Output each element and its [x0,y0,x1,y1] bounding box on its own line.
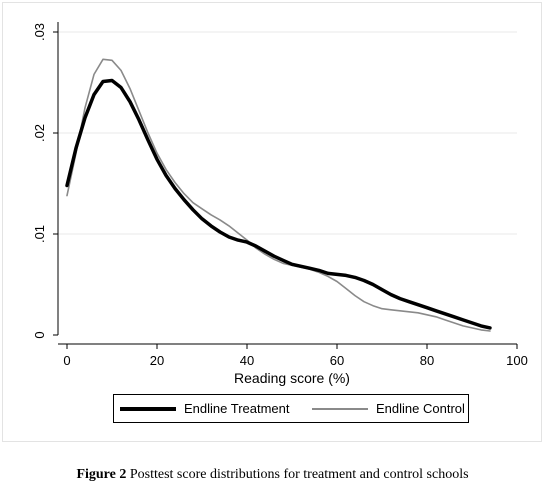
legend-swatch-control [312,407,368,410]
x-tick-label: 20 [150,353,164,368]
series-line-endline-treatment [65,78,492,330]
legend: Endline Treatment Endline Control [113,394,469,423]
x-tick-label: 80 [420,353,434,368]
y-ticks: 0 .01 .02 .03 [32,23,58,339]
x-ticks: 0 20 40 60 80 100 [58,343,528,368]
legend-swatch-treatment [120,406,176,411]
series-line-endline-control [66,58,491,332]
x-tick-label: 0 [63,353,70,368]
y-tick-label: .03 [32,23,47,41]
chart-frame [2,2,542,442]
x-tick-label: 40 [240,353,254,368]
x-tick-label: 100 [506,353,528,368]
legend-label-control: Endline Control [376,401,465,416]
y-tick-label: 0 [32,331,47,338]
y-tick-label: .02 [32,124,47,142]
x-tick-label: 60 [330,353,344,368]
figure-caption: Figure 2 Posttest score distributions fo… [0,467,545,483]
legend-label-treatment: Endline Treatment [184,401,290,416]
legend-item-treatment: Endline Treatment [120,395,290,422]
series-lines [65,58,492,332]
x-axis-label: Reading score (%) [234,370,350,386]
caption-label: Figure 2 [76,467,127,482]
y-tick-label: .01 [32,225,47,243]
legend-item-control: Endline Control [312,395,465,422]
grid-lines [58,31,517,235]
caption-text: Posttest score distributions for treatme… [126,467,469,482]
